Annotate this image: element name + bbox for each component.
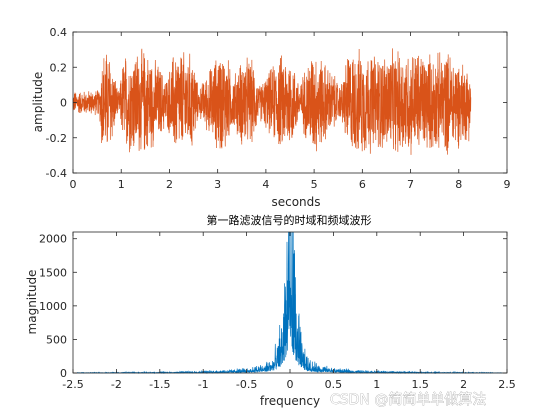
time-xtick-label: 5 [311, 178, 318, 191]
time-ytick-label: 0.2 [50, 61, 68, 74]
amplitude-line [72, 48, 472, 155]
time-ytick-label: 0 [60, 97, 67, 110]
time-xtick-label: 9 [504, 178, 511, 191]
frequency-xtick-label: 2.5 [498, 378, 516, 391]
time-xtick-label: 0 [70, 178, 77, 191]
frequency-xtick-label: 0.5 [325, 378, 343, 391]
frequency-xtick-label: -1 [198, 378, 209, 391]
frequency-ytick-label: 0 [60, 367, 67, 380]
frequency-ytick-label: 1000 [39, 300, 67, 313]
frequency-title: 第一路滤波信号的时域和频域波形 [207, 213, 372, 227]
time-xtick-label: 1 [118, 178, 125, 191]
frequency-xtick-label: -1.5 [149, 378, 170, 391]
frequency-xtick-label: 1.5 [411, 378, 429, 391]
frequency-ytick-label: 2000 [39, 233, 67, 246]
time-xtick-label: 3 [214, 178, 221, 191]
amplitude-series [72, 48, 472, 155]
frequency-ytick-label: 1500 [39, 266, 67, 279]
time-xtick-label: 2 [166, 178, 173, 191]
time-xtick-label: 4 [262, 178, 269, 191]
time-xlabel: seconds [271, 195, 320, 209]
time-xtick-label: 6 [359, 178, 366, 191]
frequency-xtick-label: 1 [373, 378, 380, 391]
magnitude-series [77, 231, 503, 375]
watermark: CSDN @简简单单做算法 [330, 391, 486, 408]
frequency-domain-plot: 第一路滤波信号的时域和频域波形 -2.5 -2 -1.5 -1 -0.5 0 0.5 1 1.5… [25, 213, 516, 408]
frequency-xtick-label: -0.5 [236, 378, 257, 391]
frequency-axes-ticks: -2.5 -2 -1.5 -1 -0.5 0 0.5 1 1.5 2 2.5 2000 1500 1000… [39, 232, 516, 391]
frequency-xlabel: frequency [260, 394, 320, 408]
frequency-xtick-label: -2 [111, 378, 122, 391]
frequency-ylabel: magnitude [25, 270, 39, 335]
time-xtick-label: 8 [455, 178, 462, 191]
time-ytick-label: -0.4 [46, 167, 67, 180]
time-ytick-label: -0.2 [46, 132, 67, 145]
time-xtick-label: 7 [407, 178, 414, 191]
time-axes-ticks: 0 1 2 3 4 5 6 7 8 9 0.4 0.2 0 -0.2 -0.4 [46, 26, 511, 191]
time-ylabel: amplitude [31, 72, 45, 133]
frequency-xtick-label: -2.5 [62, 378, 83, 391]
frequency-xtick-label: 0 [287, 378, 294, 391]
time-domain-plot: 0 1 2 3 4 5 6 7 8 9 0.4 0.2 0 -0.2 -0.4 seconds amplit… [31, 26, 511, 209]
magnitude-line [77, 231, 503, 375]
frequency-xtick-label: 2 [460, 378, 467, 391]
frequency-ytick-label: 500 [46, 333, 67, 346]
time-ytick-label: 0.4 [50, 26, 68, 39]
